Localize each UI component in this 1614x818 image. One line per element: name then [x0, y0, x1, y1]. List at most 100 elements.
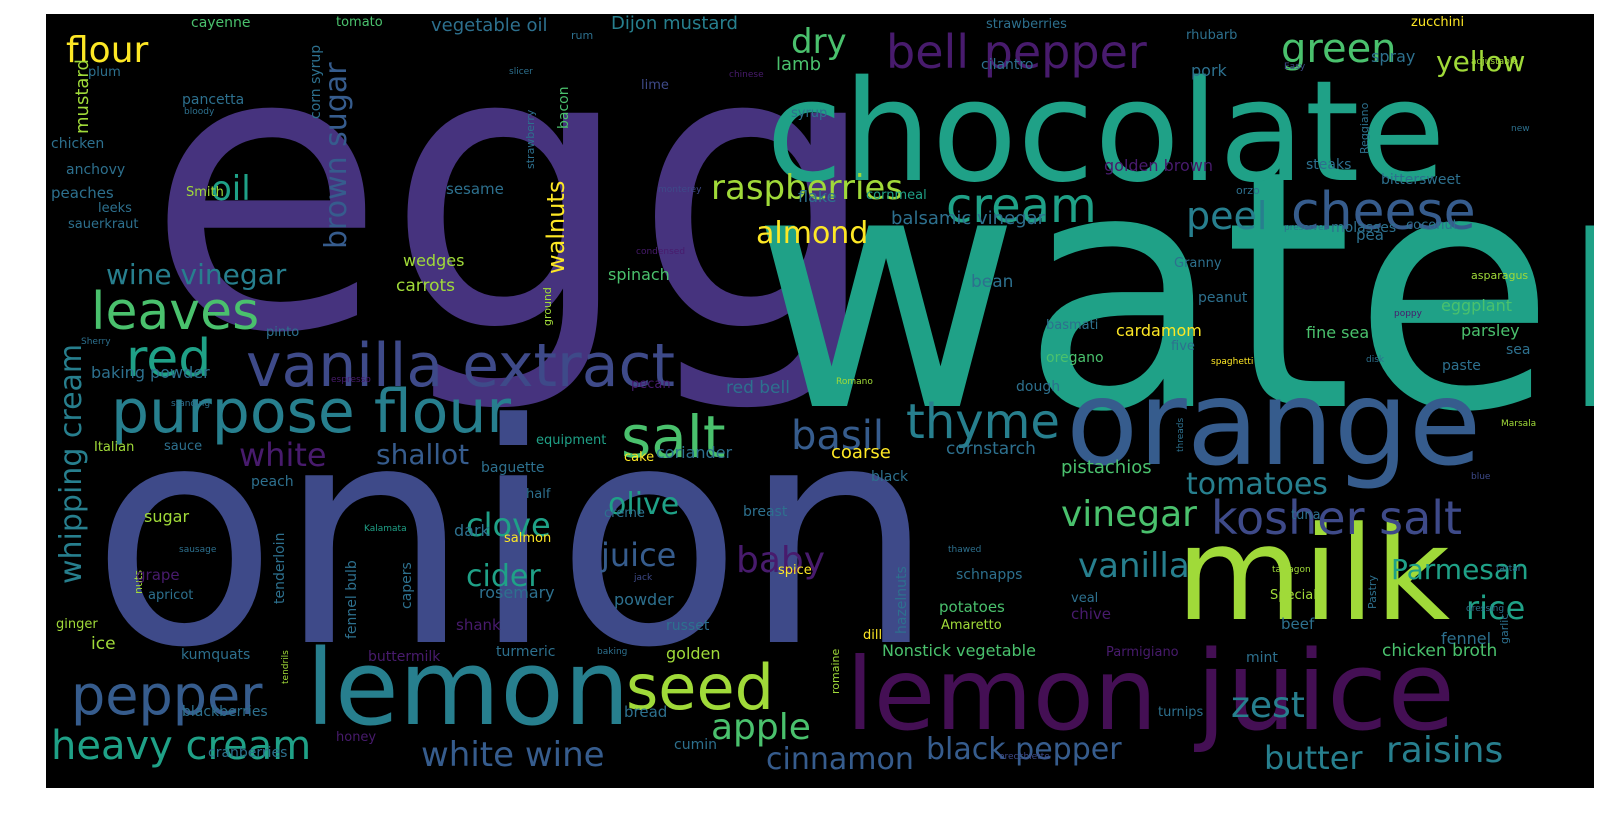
cloud-word: shank [456, 616, 501, 634]
cloud-word: yellow [1436, 45, 1525, 78]
cloud-word: peel [1186, 194, 1267, 238]
cloud-word: schnapps [956, 567, 1022, 583]
cloud-word: chive [1071, 605, 1111, 623]
cloud-word: olive [608, 487, 679, 522]
cloud-word: grape [136, 566, 180, 584]
cloud-word: salmon [504, 531, 551, 546]
cloud-word: monterey [658, 185, 702, 195]
cloud-word: Nonstick vegetable [882, 641, 1036, 660]
cloud-word: dough [1016, 379, 1060, 395]
cloud-word: orange [1066, 354, 1481, 492]
cloud-word: Romano [836, 377, 873, 387]
cloud-word: sausage [179, 545, 217, 555]
cloud-word: sea [1506, 342, 1531, 358]
cloud-word: rosemary [479, 583, 555, 602]
cloud-word: seed [626, 651, 774, 724]
cloud-word: vegetable oil [431, 15, 548, 36]
cloud-word: onion [91, 359, 936, 714]
cloud-word: condensed [636, 247, 685, 257]
cloud-word: Italian [94, 440, 134, 455]
cloud-word: fennel bulb [344, 560, 360, 639]
cloud-word: tarragon [1272, 565, 1311, 575]
cloud-word: bean [971, 272, 1013, 292]
cloud-word: thyme [906, 394, 1060, 450]
cloud-word: baguette [481, 460, 544, 476]
cloud-word: cilantro [981, 57, 1033, 73]
cloud-word: veal [1071, 591, 1098, 606]
cloud-word: powder [614, 590, 674, 609]
cloud-word: tartar [1496, 564, 1522, 574]
cloud-word: zucchini [1411, 15, 1464, 30]
cloud-word: Pastry [1366, 575, 1379, 609]
cloud-word: peach [251, 474, 294, 490]
cloud-word: chinese [729, 70, 764, 80]
cloud-word: apricot [148, 588, 193, 603]
cloud-word: blackberries [182, 704, 268, 720]
cloud-word: buttermilk [368, 649, 441, 665]
word-cloud-canvas: eggwateronionchocolateorangemilklemonlem… [51, 14, 1594, 777]
cloud-word: thawed [948, 545, 981, 555]
cloud-word: bittersweet [1381, 172, 1461, 188]
cloud-word: hazelnuts [894, 566, 910, 634]
cloud-word: pea [1356, 226, 1384, 244]
cloud-word: lemon [306, 627, 630, 749]
cloud-word: baking [597, 647, 627, 657]
cloud-word: ice [91, 634, 116, 654]
cloud-word: Parmesan [1391, 553, 1529, 586]
cloud-word: vanilla [1078, 546, 1190, 586]
cloud-word: spice [778, 563, 812, 578]
cloud-word: steaks [1306, 157, 1351, 173]
cloud-word: pinto [266, 325, 299, 340]
cloud-word: nuts [132, 570, 145, 594]
cloud-word: Granny [1174, 256, 1222, 271]
cloud-word: flake [798, 187, 836, 206]
cloud-word: cornmeal [866, 188, 927, 203]
cloud-word: ground [541, 287, 554, 326]
cloud-word: mustard [72, 59, 93, 134]
cloud-word: orzo [1236, 184, 1260, 197]
cloud-word: chicken broth [1382, 641, 1497, 661]
cloud-word: cornstarch [946, 439, 1036, 459]
cloud-word: Parmigiano [1106, 645, 1179, 660]
cloud-word: syrup [791, 106, 827, 121]
cloud-word: plum [88, 65, 121, 80]
cloud-word: carrots [396, 276, 455, 296]
cloud-word: leeks [98, 201, 132, 216]
cloud-word: five [1171, 339, 1195, 354]
cloud-word: slicer [509, 67, 533, 77]
word-cloud: eggwateronionchocolateorangemilklemonlem… [46, 14, 1594, 788]
cloud-word: baby [736, 540, 825, 581]
cloud-word: spaghetti [1211, 357, 1253, 367]
cloud-word: tomatoes [1186, 467, 1328, 502]
cloud-word: garlic [1498, 614, 1511, 644]
cloud-word: cake [624, 450, 654, 465]
cloud-word: tenderloin [272, 533, 288, 604]
cloud-word: coarse [831, 442, 891, 463]
cloud-word: wedges [403, 251, 464, 270]
cloud-word: bell pepper [886, 25, 1147, 79]
cloud-word: molasses [1331, 220, 1396, 236]
cloud-word: bloody [184, 107, 215, 117]
cloud-word: egg [146, 14, 881, 418]
cloud-word: coconut [1406, 218, 1458, 233]
cloud-word: vinegar [1061, 494, 1197, 535]
cloud-word: fine sea [1306, 323, 1369, 342]
cloud-word: purpose flour [111, 377, 511, 447]
cloud-word: golden [666, 644, 721, 663]
cloud-word: Marsala [1501, 419, 1536, 429]
cloud-word: water [751, 100, 1594, 484]
cloud-word: leaves [91, 282, 259, 342]
cloud-word: milk [1176, 498, 1450, 650]
cloud-word: oregano [1046, 350, 1104, 366]
cloud-word: disk [1366, 355, 1385, 365]
cloud-word: tomato [336, 15, 383, 30]
cloud-word: rhubarb [1186, 28, 1237, 43]
cloud-word: vanilla extract [246, 331, 675, 401]
cloud-word: butter [1264, 739, 1363, 777]
cloud-word: sugar [144, 507, 189, 526]
cloud-word: Easy [1284, 62, 1306, 72]
cloud-word: strawberries [986, 17, 1067, 32]
cloud-word: chocolate [766, 51, 1446, 214]
cloud-word: peaches [51, 184, 114, 202]
cloud-word: dark [454, 521, 491, 540]
